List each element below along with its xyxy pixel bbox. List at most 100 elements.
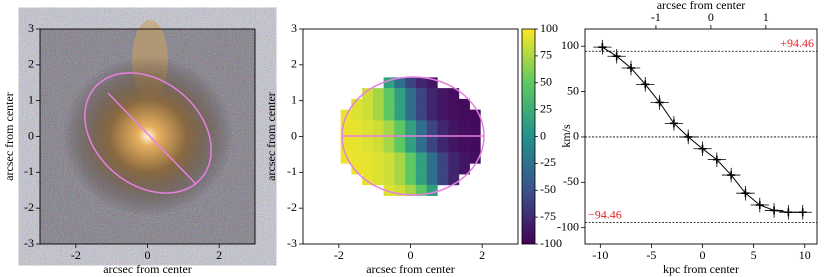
map-cell <box>383 141 395 153</box>
map-cell <box>383 184 395 196</box>
x2-tick-label: 1 <box>763 10 769 24</box>
map-cell <box>426 120 438 132</box>
point-marker <box>655 98 664 107</box>
colorbar-tick-label: 0 <box>540 128 546 142</box>
map-overlay <box>341 76 485 196</box>
point-marker <box>698 144 707 153</box>
point-marker <box>755 200 764 209</box>
y-tick-label: -3 <box>287 236 297 250</box>
map-cell <box>426 77 438 89</box>
x-tick-label: 10 <box>799 248 811 262</box>
x-axis-label: arcsec from center <box>103 262 192 276</box>
colorbar-tick-label: -75 <box>540 209 556 223</box>
y-tick-label: -1 <box>24 164 34 178</box>
map-cell <box>415 88 427 100</box>
map-cell <box>351 152 363 164</box>
map-cell <box>448 163 460 175</box>
map-cell <box>362 163 374 175</box>
point-marker <box>727 171 736 180</box>
map-cell <box>372 163 384 175</box>
map-cell <box>415 174 427 186</box>
colorbar-tick-label: 100 <box>540 21 558 35</box>
x-axis-label: kpc from center <box>663 262 739 276</box>
x-tick-label: -10 <box>592 248 608 262</box>
colorbar-tick-label: 25 <box>540 101 552 115</box>
point-marker <box>712 155 721 164</box>
x2-axis-label: arcsec from center <box>657 0 746 12</box>
x-tick-label: 2 <box>479 248 485 262</box>
map-cell <box>394 163 406 175</box>
point-marker <box>798 208 807 217</box>
map-cell <box>448 152 460 164</box>
y-tick-label: 0 <box>573 129 579 143</box>
y-tick-label: 100 <box>561 38 579 52</box>
map-cell <box>383 174 395 186</box>
map-cell <box>362 98 374 110</box>
map-cell <box>426 88 438 100</box>
y-tick-label: 50 <box>567 83 579 97</box>
map-cell <box>437 120 449 132</box>
map-cell <box>426 109 438 121</box>
map-cell <box>362 174 374 186</box>
map-cell <box>437 174 449 186</box>
map-cell <box>362 152 374 164</box>
plot-frame <box>302 28 519 245</box>
y-axis-label: arcsec from center <box>2 92 16 181</box>
x-tick-label: 0 <box>700 248 706 262</box>
map-cell <box>437 152 449 164</box>
x-tick-label: 2 <box>216 248 222 262</box>
x-tick-label: -5 <box>646 248 656 262</box>
map-cell <box>383 152 395 164</box>
reference-label: +94.46 <box>780 36 814 50</box>
point-marker <box>626 64 635 73</box>
y-tick-label: 1 <box>28 92 34 106</box>
map-cell <box>383 77 395 89</box>
y-tick-label: 3 <box>291 21 297 35</box>
map-cell <box>448 174 460 186</box>
colorbar-tick-label: -25 <box>540 155 556 169</box>
map-cell <box>426 184 438 196</box>
point-marker <box>641 80 650 89</box>
point-marker <box>741 189 750 198</box>
map-cell <box>372 98 384 110</box>
y-tick-label: 0 <box>28 128 34 142</box>
velocity-map <box>340 77 481 196</box>
map-cell <box>394 184 406 196</box>
map-cell <box>394 120 406 132</box>
map-cell <box>383 88 395 100</box>
map-cell <box>372 152 384 164</box>
y-tick-label: 3 <box>28 21 34 35</box>
map-cell <box>437 109 449 121</box>
map-cell <box>351 98 363 110</box>
x-tick-label: 0 <box>145 248 151 262</box>
map-cell <box>383 98 395 110</box>
point-marker <box>684 132 693 141</box>
map-cell <box>458 120 470 132</box>
y-tick-label: -2 <box>287 200 297 214</box>
map-cell <box>448 88 460 100</box>
plot-frame <box>39 28 256 245</box>
map-cell <box>458 163 470 175</box>
map-cell <box>362 88 374 100</box>
map-cell <box>405 152 417 164</box>
map-cell <box>415 98 427 110</box>
map-cell <box>351 120 363 132</box>
map-cell <box>351 141 363 153</box>
point-marker <box>770 206 779 215</box>
point-marker <box>612 52 621 61</box>
y-tick-label: -1 <box>287 164 297 178</box>
map-cell <box>362 109 374 121</box>
map-cell <box>405 98 417 110</box>
map-cell <box>415 141 427 153</box>
y-tick-label: -3 <box>24 236 34 250</box>
map-cell <box>372 141 384 153</box>
map-cell <box>372 109 384 121</box>
colorbar-tick-label: -100 <box>540 236 562 250</box>
colorbar <box>521 28 536 245</box>
galaxy-image <box>40 20 255 244</box>
map-cell <box>405 184 417 196</box>
map-cell <box>448 109 460 121</box>
y-tick-label: 2 <box>291 57 297 71</box>
map-cell <box>362 141 374 153</box>
